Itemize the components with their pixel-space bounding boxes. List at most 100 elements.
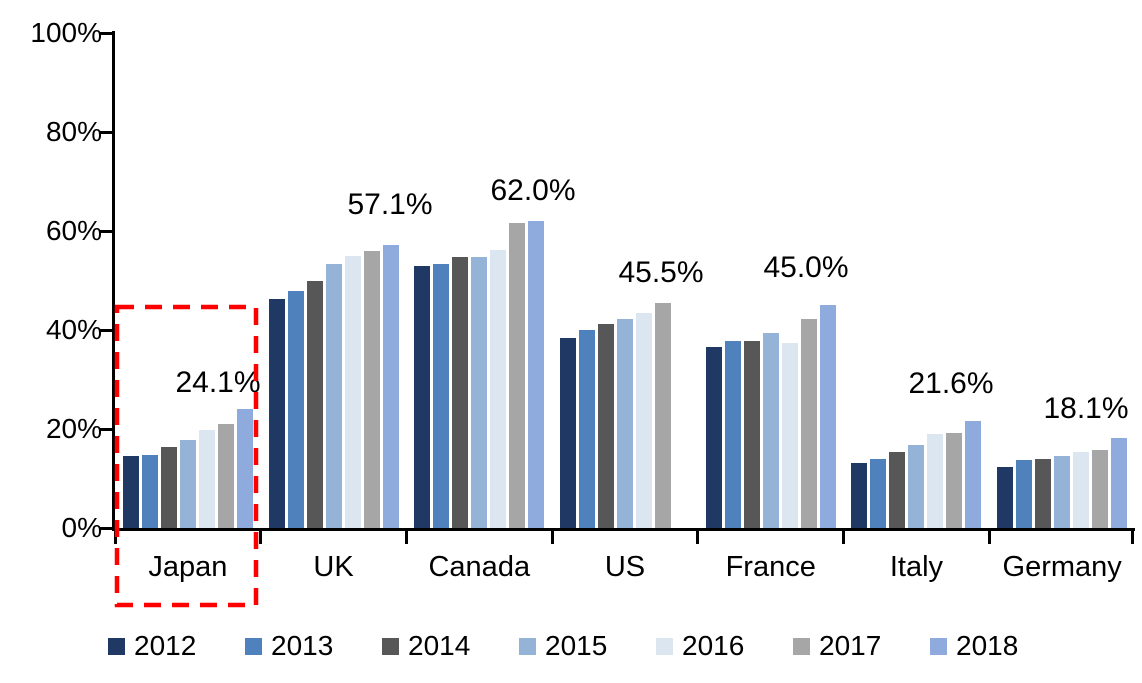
bar-italy-2016 xyxy=(927,434,944,528)
bar-germany-2014 xyxy=(1035,458,1052,528)
category-label-japan: Japan xyxy=(148,551,228,583)
legend-item-2017: 2017 xyxy=(793,631,930,661)
bar-italy-2018 xyxy=(965,421,982,528)
bar-canada-2015 xyxy=(471,257,488,528)
x-axis-line xyxy=(112,528,1135,531)
category-label-uk: UK xyxy=(313,551,354,583)
bar-france-2012 xyxy=(705,347,722,528)
bar-germany-2012 xyxy=(997,466,1014,528)
legend-label: 2014 xyxy=(408,630,471,661)
bar-us-2014 xyxy=(597,324,614,528)
legend-item-2015: 2015 xyxy=(519,631,656,661)
bar-uk-2014 xyxy=(306,280,323,528)
bar-canada-2014 xyxy=(452,256,469,528)
category-label-germany: Germany xyxy=(1002,551,1122,583)
y-axis-line xyxy=(112,31,115,531)
x-axis-tick xyxy=(113,528,117,544)
bar-japan-2015 xyxy=(179,439,196,528)
y-tick-label: 0% xyxy=(61,512,102,543)
x-axis-tick xyxy=(987,528,991,544)
bar-canada-2012 xyxy=(414,265,431,528)
x-axis-tick xyxy=(550,528,554,544)
bar-germany-2016 xyxy=(1073,451,1090,528)
bar-group-japan xyxy=(115,33,261,528)
bar-france-2016 xyxy=(781,343,798,528)
bar-germany-2013 xyxy=(1016,460,1033,528)
bar-group-canada xyxy=(406,33,552,528)
bar-group-france xyxy=(698,33,844,528)
legend-item-2012: 2012 xyxy=(108,631,245,661)
value-label-italy: 21.6% xyxy=(908,367,994,400)
legend-label: 2016 xyxy=(682,630,745,661)
bar-us-2012 xyxy=(559,338,576,528)
y-tick-label: 40% xyxy=(45,314,102,345)
bar-germany-2018 xyxy=(1111,438,1128,528)
bar-us-2013 xyxy=(578,330,595,528)
y-axis-tick xyxy=(100,32,112,35)
y-tick-label: 60% xyxy=(45,215,102,246)
value-label-us: 45.5% xyxy=(618,256,704,289)
y-tick-label: 20% xyxy=(45,413,102,444)
bar-france-2014 xyxy=(743,341,760,528)
category-label-canada: Canada xyxy=(428,551,531,583)
y-tick-label: 80% xyxy=(45,116,102,147)
x-axis-tick xyxy=(842,528,846,544)
bar-japan-2013 xyxy=(141,454,158,528)
bar-canada-2018 xyxy=(528,221,545,528)
bar-uk-2018 xyxy=(382,245,399,528)
bar-france-2013 xyxy=(724,341,741,528)
value-label-canada: 62.0% xyxy=(490,174,576,207)
bar-uk-2015 xyxy=(325,264,342,528)
category-label-italy: Italy xyxy=(889,551,944,583)
bar-germany-2017 xyxy=(1092,450,1109,528)
bar-japan-2017 xyxy=(217,424,234,528)
legend-swatch-icon xyxy=(519,637,536,655)
legend-label: 2013 xyxy=(271,630,334,661)
legend-item-2014: 2014 xyxy=(382,631,519,661)
value-label-japan: 24.1% xyxy=(175,366,261,399)
bar-italy-2013 xyxy=(870,458,887,528)
bar-italy-2014 xyxy=(889,452,906,528)
x-axis-tick xyxy=(696,528,700,544)
legend-item-2018: 2018 xyxy=(930,631,1067,661)
bar-group-us xyxy=(552,33,698,528)
bar-japan-2012 xyxy=(122,455,139,528)
bar-italy-2012 xyxy=(851,462,868,528)
category-label-us: US xyxy=(604,551,646,583)
y-axis-tick xyxy=(100,329,112,332)
bar-germany-2015 xyxy=(1054,456,1071,528)
bar-italy-2015 xyxy=(908,445,925,528)
category-label-france: France xyxy=(725,551,816,583)
bar-japan-2016 xyxy=(198,429,215,528)
bar-us-2017 xyxy=(654,302,671,528)
bar-canada-2013 xyxy=(433,263,450,528)
legend-label: 2015 xyxy=(545,630,608,661)
bar-us-2016 xyxy=(635,312,652,528)
bar-canada-2017 xyxy=(509,223,526,528)
bar-uk-2016 xyxy=(344,256,361,528)
bar-japan-2018 xyxy=(236,408,253,528)
bar-canada-2016 xyxy=(490,250,507,528)
bar-italy-2017 xyxy=(946,432,963,528)
legend-swatch-icon xyxy=(930,637,947,655)
legend-label: 2018 xyxy=(956,630,1019,661)
bar-uk-2013 xyxy=(287,291,304,528)
bar-group-germany xyxy=(989,33,1135,528)
y-axis-tick xyxy=(100,131,112,134)
value-label-uk: 57.1% xyxy=(347,188,433,221)
x-axis-tick xyxy=(259,528,263,544)
bar-france-2017 xyxy=(800,318,817,528)
y-axis-tick xyxy=(100,230,112,233)
bar-uk-2012 xyxy=(268,298,285,528)
legend-label: 2017 xyxy=(819,630,882,661)
bar-japan-2014 xyxy=(160,446,177,528)
legend-swatch-icon xyxy=(382,637,399,655)
y-axis-tick xyxy=(100,527,112,530)
bar-france-2015 xyxy=(762,333,779,528)
x-axis-tick xyxy=(1130,528,1134,544)
legend-swatch-icon xyxy=(793,637,810,655)
y-tick-label: 100% xyxy=(30,17,102,48)
legend: 2012 2013 2014 2015 2016 2017 2018 xyxy=(108,631,1067,661)
legend-swatch-icon xyxy=(245,637,262,655)
